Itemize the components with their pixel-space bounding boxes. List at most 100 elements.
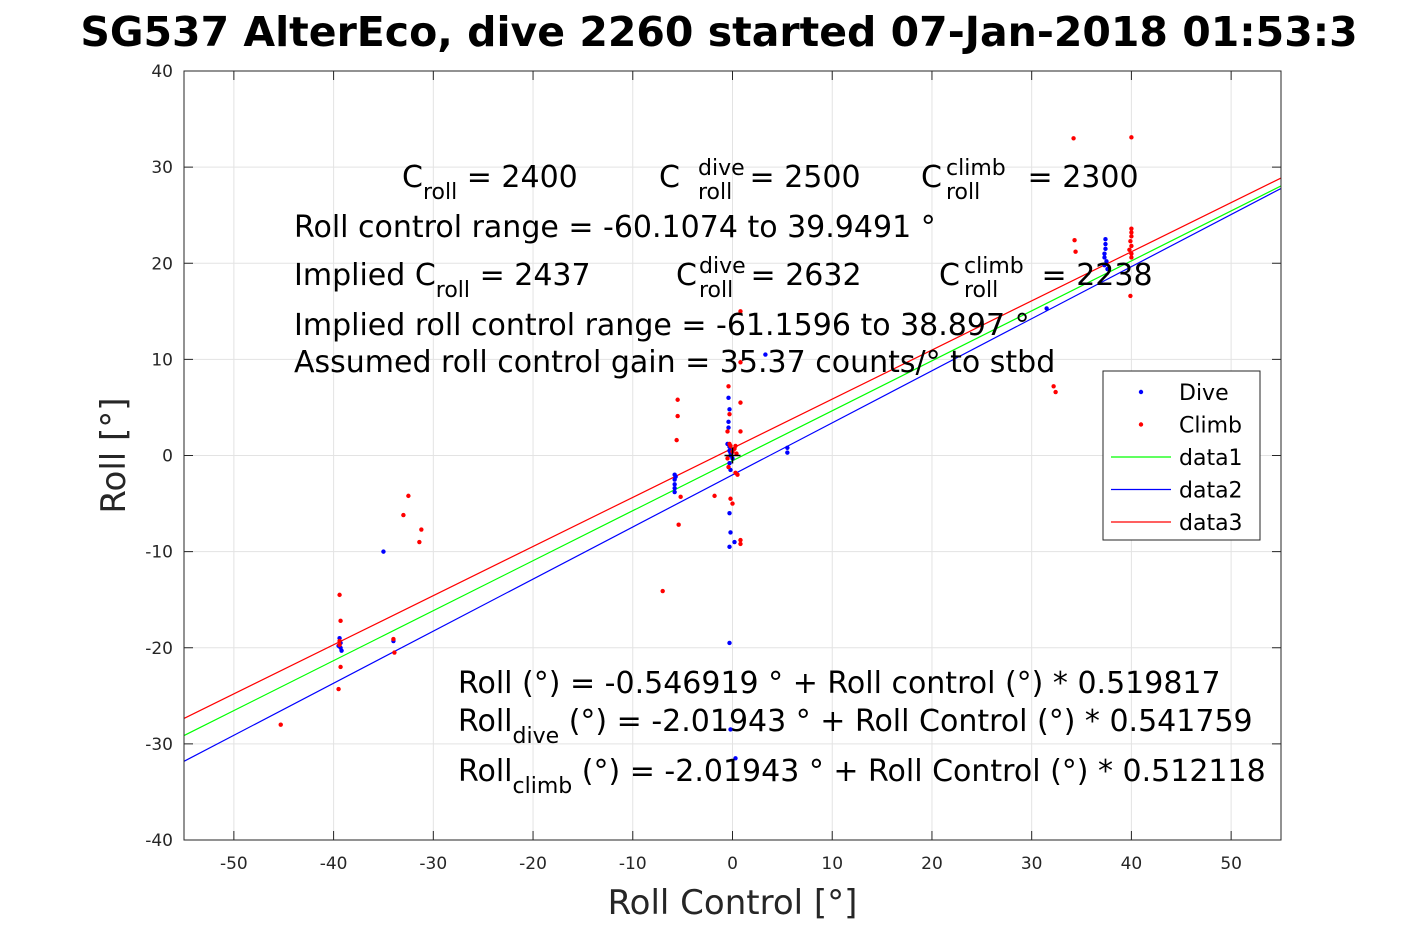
climb-point	[1072, 237, 1077, 243]
climb-point	[419, 527, 424, 532]
dive-point	[732, 539, 737, 545]
x-tick-label: -50	[220, 854, 248, 874]
climb-point	[1073, 249, 1078, 254]
implied-c-roll-annotation: Implied Croll = 2437	[294, 258, 591, 303]
climb-point	[735, 472, 740, 477]
climb-point	[336, 686, 341, 692]
climb-point	[674, 437, 679, 443]
climb-point	[676, 522, 681, 527]
climb-point	[727, 411, 732, 417]
climb-point	[738, 400, 743, 405]
climb-point	[1129, 255, 1134, 260]
climb-point	[678, 494, 683, 500]
y-tick-label: 10	[151, 350, 173, 370]
climb-point	[1129, 243, 1134, 249]
y-tick-label: 20	[151, 254, 173, 274]
data-points	[278, 135, 1134, 761]
y-tick-label: -10	[145, 543, 173, 563]
legend-label: data2	[1179, 479, 1243, 504]
axis-ticks: -50 -40 -30 -20 -10 0 10 20 30 40 50 -40 -30 -20 -10 0 1…	[145, 62, 1281, 874]
dive-point	[726, 395, 731, 401]
x-tick-label: 10	[821, 854, 843, 874]
x-tick-label: -20	[519, 854, 547, 874]
x-tick-label: -10	[619, 854, 647, 874]
climb-point	[1129, 230, 1134, 235]
dive-point	[727, 544, 732, 550]
climb-point	[401, 512, 406, 518]
dive-point	[1102, 262, 1107, 268]
dive-point	[726, 425, 731, 430]
chart-title: SG537 AlterEco, dive 2260 started 07-Jan…	[80, 8, 1357, 56]
climb-point	[734, 451, 739, 456]
c-roll-annotation: Croll = 2400	[402, 160, 578, 205]
dive-point	[672, 489, 677, 495]
climb-point	[337, 642, 342, 648]
x-tick-label: 20	[921, 854, 943, 874]
climb-point	[738, 360, 743, 365]
climb-point	[675, 397, 680, 402]
climb-point	[338, 664, 343, 670]
climb-point	[406, 493, 411, 499]
climb-point	[1129, 234, 1134, 239]
climb-point	[675, 413, 680, 419]
climb-point	[338, 618, 343, 624]
legend-box	[1102, 370, 1261, 541]
dive-point	[1103, 241, 1108, 247]
dive-point	[727, 407, 732, 412]
fit-equation: Roll (°) = -0.546919 ° + Roll control (°…	[458, 666, 1221, 701]
y-axis-label: Roll [°]	[94, 397, 134, 513]
implied-c-roll-dive-annotation: Cdive roll = 2632	[676, 254, 862, 303]
implied-roll-control-range: Implied roll control range = -61.1596 to…	[294, 308, 1030, 343]
y-tick-label: -30	[145, 735, 173, 755]
x-axis-label: Roll Control [°]	[608, 883, 858, 923]
legend-label: Climb	[1179, 414, 1242, 439]
climb-point	[392, 650, 397, 655]
dive-point	[733, 756, 738, 761]
y-tick-label: 30	[151, 158, 173, 178]
climb-point	[730, 501, 735, 506]
climb-point	[660, 588, 665, 594]
climb-point	[391, 636, 396, 642]
climb-point	[738, 537, 743, 543]
y-tick-label: -40	[145, 831, 173, 851]
climb-point	[417, 539, 422, 545]
climb-point	[712, 493, 717, 499]
y-tick-label: 40	[151, 62, 173, 82]
climb-point	[278, 722, 283, 727]
climb-point	[1053, 389, 1058, 395]
climb-point	[1071, 136, 1076, 141]
climb-point	[738, 429, 743, 434]
dive-point	[673, 474, 678, 479]
climb-point	[1129, 251, 1134, 256]
x-tick-label: 50	[1220, 854, 1242, 874]
climb-point	[725, 456, 730, 461]
climb-point	[725, 429, 730, 434]
dive-point	[726, 419, 731, 425]
climb-point	[738, 541, 743, 547]
climb-point	[337, 638, 342, 644]
legend: Dive Climb data1 data2 data3	[1102, 370, 1261, 541]
dive-point	[1102, 255, 1107, 260]
climb-point	[728, 443, 733, 449]
fit-equation-climb: Rollclimb (°) = -2.01943 ° + Roll Contro…	[458, 754, 1266, 799]
climb-point	[1051, 384, 1056, 389]
climb-point	[726, 384, 731, 389]
x-tick-label: 40	[1121, 854, 1143, 874]
legend-label: Dive	[1179, 381, 1229, 406]
climb-point	[738, 309, 743, 314]
legend-swatch-climb	[1138, 422, 1144, 427]
dive-point	[1102, 251, 1107, 256]
dive-point	[1044, 306, 1049, 311]
y-tick-label: -20	[145, 639, 173, 659]
climb-point	[728, 496, 733, 501]
fit-equation-dive: Rolldive (°) = -2.01943 ° + Roll Control…	[458, 704, 1253, 749]
x-tick-label: -30	[419, 854, 447, 874]
roll-control-range: Roll control range = -60.1074 to 39.9491…	[294, 210, 936, 245]
x-tick-label: -40	[320, 854, 348, 874]
dive-point	[727, 640, 732, 646]
dive-point	[727, 460, 732, 466]
